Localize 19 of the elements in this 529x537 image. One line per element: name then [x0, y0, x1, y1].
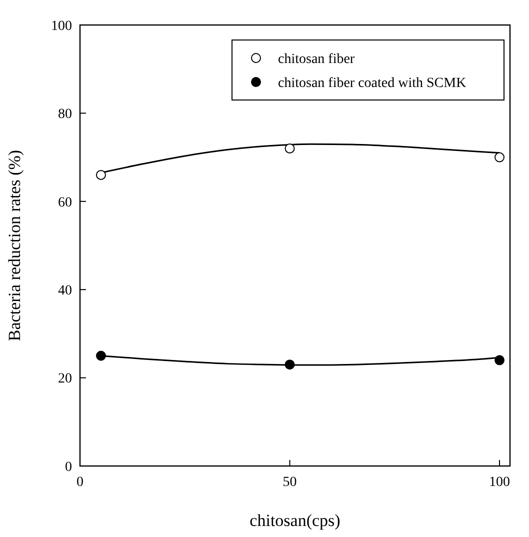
- x-tick-label: 0: [76, 475, 84, 490]
- x-tick-label: 50: [282, 475, 297, 490]
- y-tick-label: 0: [65, 460, 72, 475]
- point: [494, 355, 505, 366]
- x-axis-title: chitosan(cps): [250, 511, 340, 530]
- point: [284, 360, 295, 370]
- y-tick-label: 40: [58, 284, 72, 298]
- point: [284, 143, 295, 154]
- point: [96, 350, 106, 361]
- y-tick-label: 100: [51, 18, 72, 34]
- point: [494, 152, 505, 162]
- y-tick-label: 80: [58, 107, 72, 122]
- y-tick-label: 60: [58, 195, 72, 210]
- y-tick-label: 20: [58, 372, 72, 387]
- legend-label: chitosan fiber coated with SCMK: [278, 76, 466, 91]
- legend-label: chitosan fiber: [278, 52, 355, 67]
- y-axis-title: Bacteria reduction rates (%): [5, 150, 24, 342]
- point: [96, 170, 106, 180]
- x-tick-label: 100: [489, 475, 510, 490]
